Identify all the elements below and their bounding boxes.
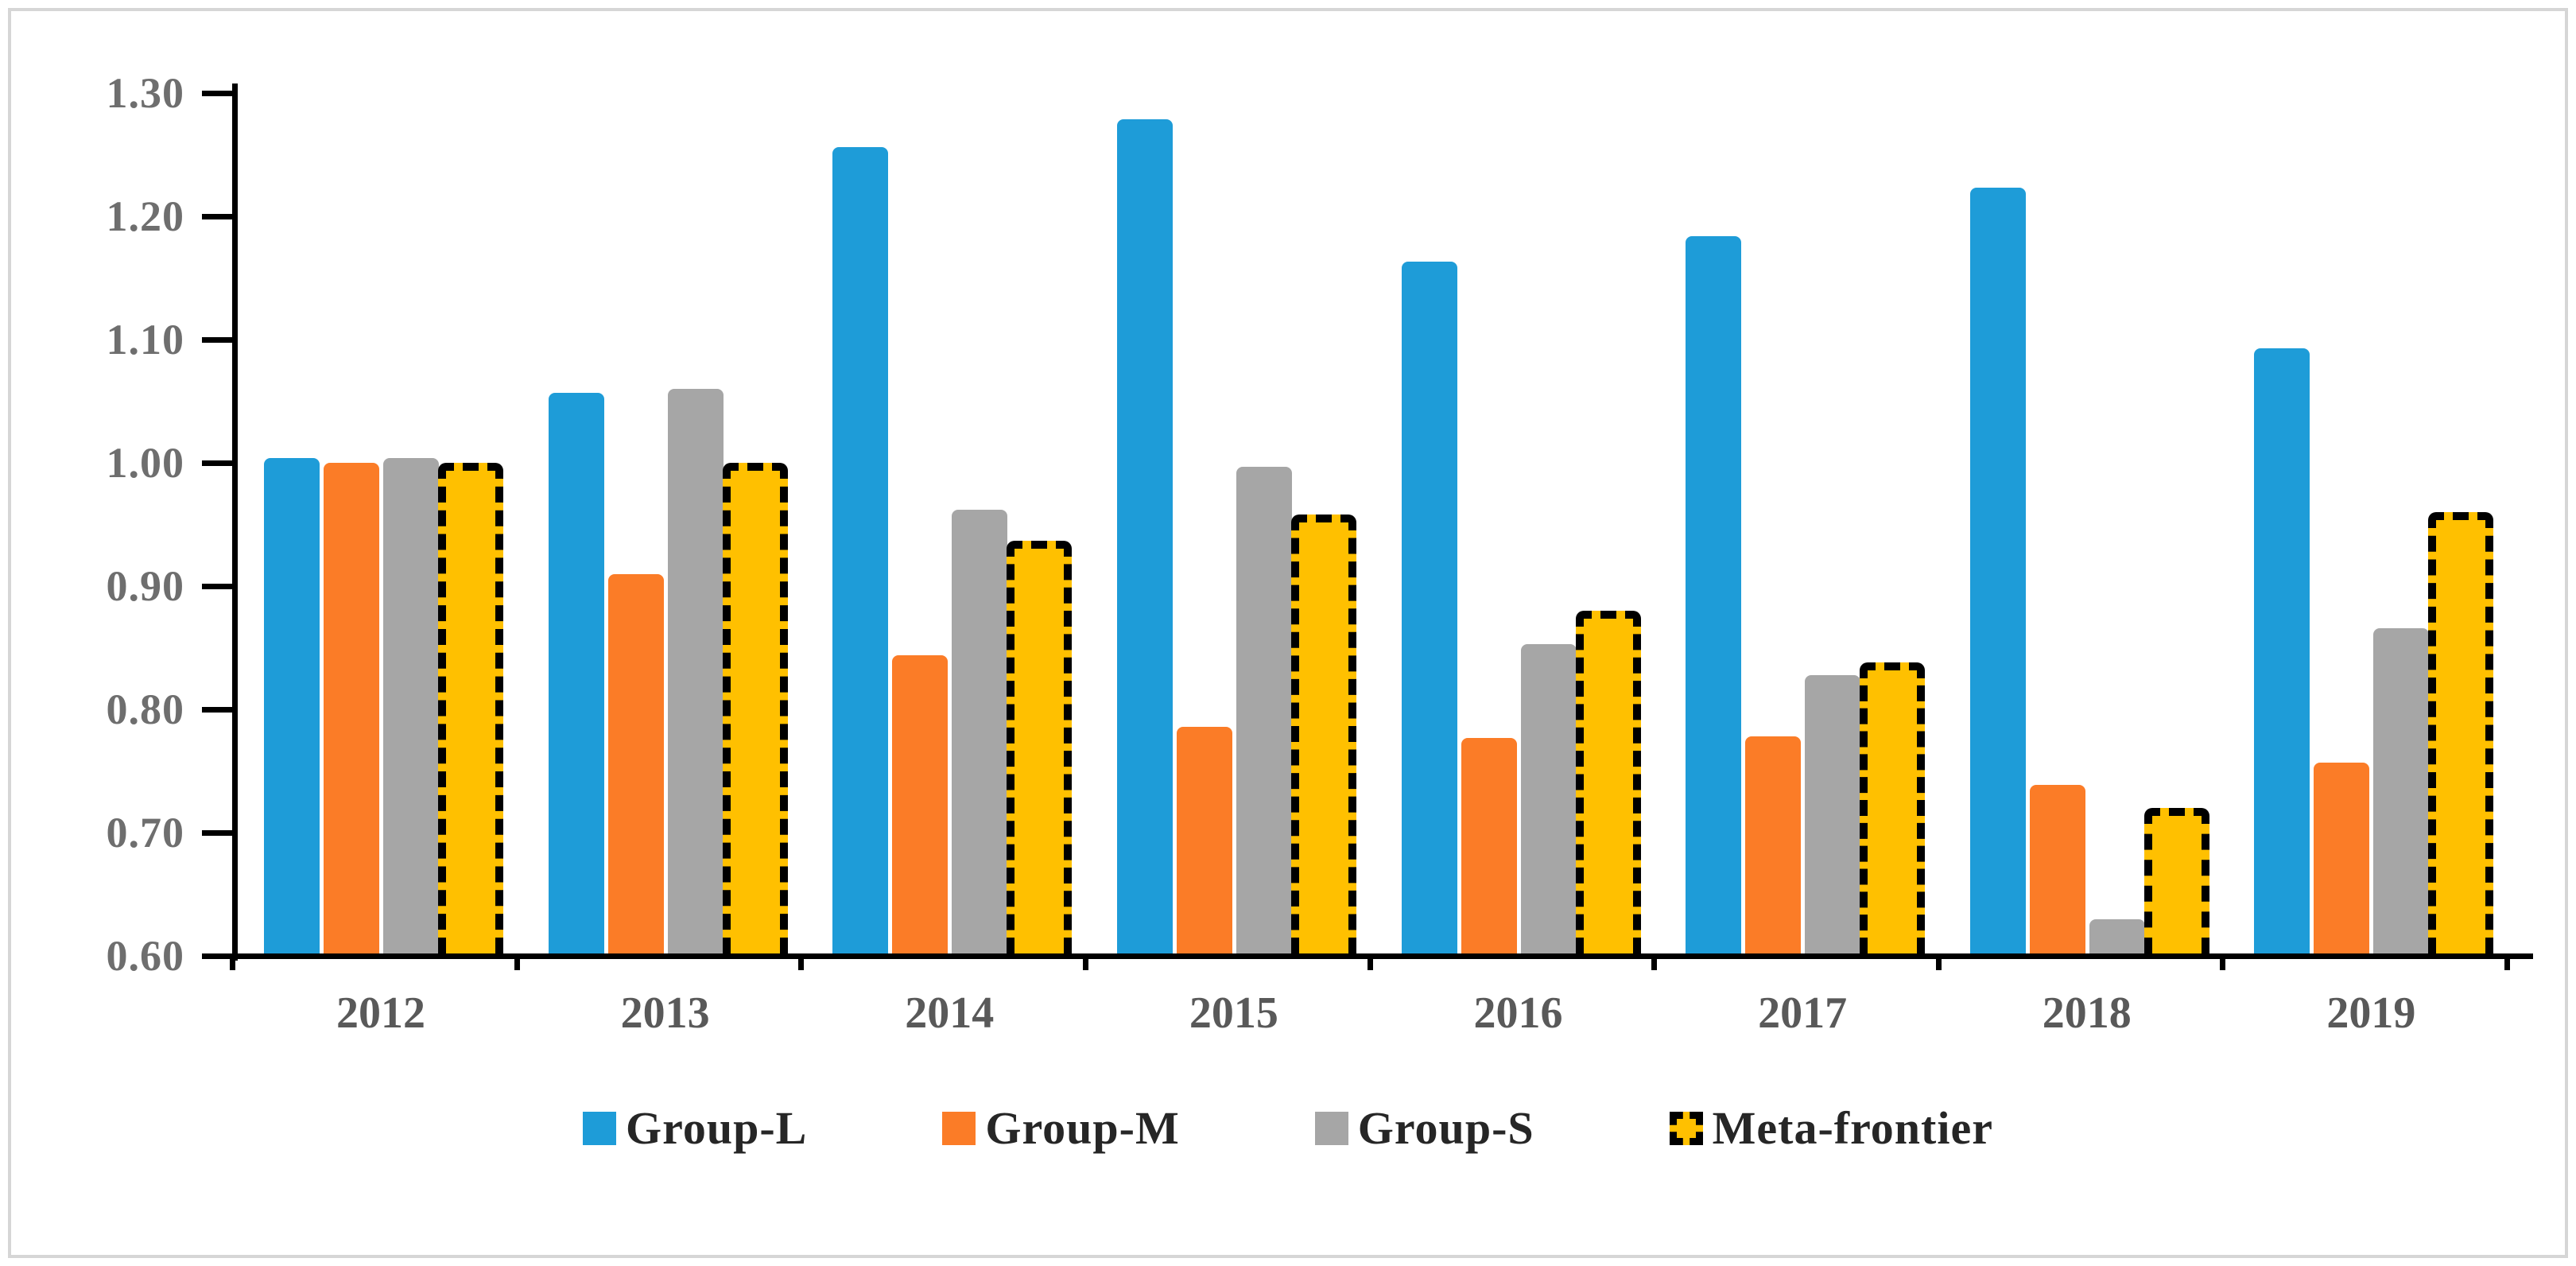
bar-meta-frontier-2016 [1575, 611, 1641, 953]
bar-meta-frontier-2018 [2143, 808, 2209, 953]
bar-group-s-2019 [2373, 627, 2430, 953]
x-axis-label-2018: 2018 [2042, 988, 2132, 1038]
x-axis-tick [798, 956, 805, 970]
y-axis-line [232, 83, 238, 961]
bar-group-l-2018 [1969, 188, 2026, 953]
x-axis-tick [230, 956, 235, 970]
legend-item-meta-frontier: Meta-frontier [1669, 1101, 1993, 1155]
x-axis-tick [514, 956, 520, 970]
legend-label: Group-M [985, 1102, 1180, 1154]
x-axis-tick [2504, 956, 2510, 970]
bar-group-s-2017 [1805, 674, 1861, 953]
x-axis-label-2012: 2012 [336, 988, 425, 1038]
y-tick-label: 0.70 [106, 809, 184, 856]
bar-group-m-2016 [1461, 737, 1517, 953]
y-tick-label: 0.80 [106, 685, 184, 733]
bar-group-l-2016 [1401, 262, 1457, 953]
bar-group-m-2018 [2029, 784, 2085, 953]
y-axis-tick [202, 214, 232, 219]
bar-group-l-2013 [548, 392, 604, 953]
x-axis-tick [1082, 956, 1088, 970]
bar-group-l-2017 [1686, 235, 1742, 953]
x-axis-label-2014: 2014 [905, 988, 995, 1038]
y-axis-tick [202, 584, 232, 589]
legend-marker-group-m [942, 1111, 976, 1145]
bar-meta-frontier-2015 [1290, 515, 1356, 953]
bar-meta-frontier-2017 [1860, 662, 1926, 953]
y-axis-tick [202, 337, 232, 343]
x-axis-label-2015: 2015 [1189, 988, 1278, 1038]
bar-meta-frontier-2019 [2428, 512, 2494, 953]
bar-group-l-2019 [2254, 348, 2310, 953]
bar-group-m-2019 [2314, 762, 2370, 953]
y-axis-tick [202, 953, 232, 959]
y-tick-label: 1.10 [106, 316, 184, 363]
legend-marker-group-l [583, 1111, 617, 1145]
chart-legend: Group-L Group-M Group-S Meta-frontier [0, 1101, 2576, 1155]
y-axis-tick [202, 707, 232, 713]
legend-marker-group-s [1314, 1111, 1348, 1145]
x-axis-tick [1651, 956, 1658, 970]
legend-item-group-m: Group-M [942, 1101, 1179, 1155]
bar-group-s-2016 [1520, 643, 1577, 953]
legend-item-group-l: Group-L [583, 1101, 807, 1155]
bar-group-m-2017 [1745, 736, 1802, 953]
x-axis-tick [1367, 956, 1373, 970]
x-axis-line [231, 953, 2533, 959]
bar-group-s-2014 [952, 509, 1008, 953]
bar-group-l-2014 [832, 147, 889, 953]
bar-meta-frontier-2013 [722, 463, 788, 953]
legend-item-group-s: Group-S [1314, 1101, 1534, 1155]
legend-marker-meta-frontier [1669, 1111, 1703, 1145]
bar-group-m-2013 [607, 573, 664, 953]
y-tick-label: 1.30 [106, 69, 184, 117]
y-tick-label: 0.90 [106, 562, 184, 610]
y-axis-tick [202, 830, 232, 836]
bar-meta-frontier-2014 [1007, 540, 1073, 953]
x-axis-label-2017: 2017 [1758, 988, 1848, 1038]
y-tick-label: 1.00 [106, 439, 184, 487]
x-axis-label-2016: 2016 [1473, 988, 1563, 1038]
x-axis-label-2019: 2019 [2326, 988, 2416, 1038]
x-axis-tick [2220, 956, 2226, 970]
y-axis-tick [202, 460, 232, 466]
x-axis-tick [1935, 956, 1942, 970]
legend-label: Meta-frontier [1712, 1102, 1993, 1154]
bar-group-s-2012 [383, 457, 439, 953]
y-axis-tick [202, 91, 232, 96]
legend-label: Group-L [626, 1102, 808, 1154]
bar-group-l-2012 [264, 457, 320, 953]
bar-group-s-2015 [1236, 466, 1292, 953]
bar-group-m-2012 [324, 463, 379, 953]
bar-group-l-2015 [1116, 118, 1173, 953]
bar-group-s-2018 [2089, 918, 2145, 953]
bar-group-m-2015 [1176, 726, 1232, 953]
x-axis-label-2013: 2013 [620, 988, 710, 1038]
bar-group-s-2013 [667, 389, 724, 953]
y-tick-label: 0.60 [106, 932, 184, 980]
y-tick-label: 1.20 [106, 192, 184, 240]
bar-meta-frontier-2012 [438, 463, 503, 953]
bar-group-m-2014 [892, 654, 949, 953]
legend-label: Group-S [1357, 1102, 1534, 1154]
